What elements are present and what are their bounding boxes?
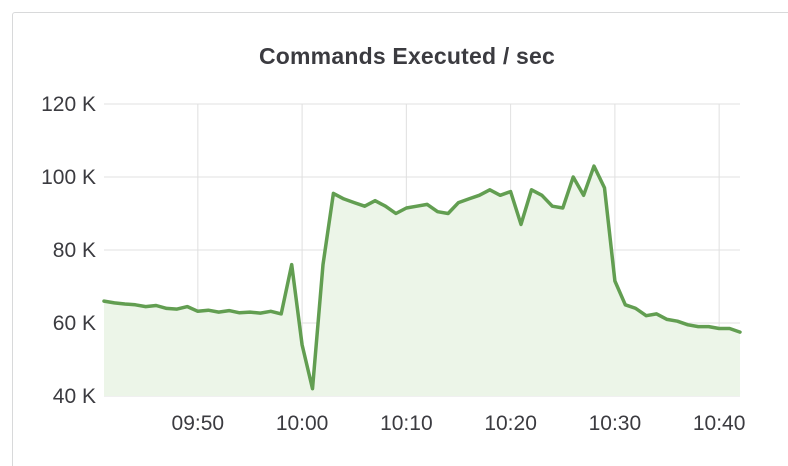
x-tick-label: 10:30: [589, 412, 642, 435]
chart-area-layer: [104, 166, 740, 396]
panel-title[interactable]: Commands Executed / sec: [258, 43, 556, 69]
x-tick-label: 10:10: [380, 412, 433, 435]
y-tick-label: 40 K: [53, 385, 96, 408]
y-tick-label: 80 K: [53, 239, 96, 262]
series-area: [104, 166, 740, 396]
y-tick-label: 120 K: [41, 93, 96, 116]
series-line: [102, 164, 742, 391]
y-tick-label: 100 K: [41, 166, 96, 189]
y-tick-label: 60 K: [53, 312, 96, 335]
x-tick-label: 10:40: [693, 412, 746, 435]
x-tick-label: 10:00: [276, 412, 329, 435]
x-axis-labels: 09:50 10:00 10:10 10:20 10:30 10:40: [172, 412, 746, 435]
y-axis-labels: 40 K 60 K 80 K 100 K 120 K: [41, 93, 96, 408]
chart-line-layer: [102, 164, 742, 391]
x-tick-label: 10:20: [484, 412, 537, 435]
x-tick-label: 09:50: [172, 412, 225, 435]
